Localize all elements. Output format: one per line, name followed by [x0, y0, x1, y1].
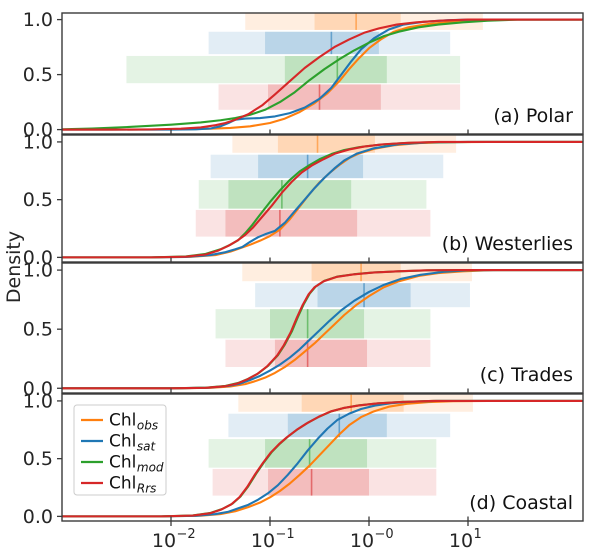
curve-Chl_Rrs [62, 399, 583, 518]
legend-label-sat: Chl [109, 432, 136, 452]
curve-Chl_sat [62, 140, 583, 259]
band-p5-p95-Chl_Rrs [195, 209, 431, 237]
legend-label-Rrs: Chl [109, 474, 136, 494]
band-p5-p95-Chl_Rrs [218, 84, 461, 110]
legend-label-obs: Chl [109, 411, 136, 431]
ytick-label-a: 1.0 [23, 9, 53, 31]
ytick-label-d: 1.0 [23, 390, 53, 412]
legend-box [73, 404, 167, 496]
band-p25-p75-Chl_mod [284, 55, 387, 84]
panel-label-a: (a) Polar [493, 105, 573, 127]
curve-Chl_Rrs [62, 269, 583, 390]
band-p25-p75-Chl_obs [314, 13, 401, 30]
band-p5-p95-Chl_sat [208, 31, 451, 55]
ytick-label-c: 0.5 [23, 319, 53, 341]
panel-c-frame [61, 262, 584, 394]
ytick-label-c: 0.0 [23, 378, 53, 400]
curve-Chl_Rrs [62, 140, 583, 259]
xtick-label: 10 [152, 530, 176, 552]
legend-label-sub-obs: obs [137, 419, 158, 433]
ytick-label-b: 0.5 [23, 189, 53, 211]
band-p25-p75-Chl_obs [301, 394, 404, 412]
xtick-label: 10 [350, 530, 374, 552]
panel-b-frame [61, 134, 584, 263]
ytick-label-c: 1.0 [23, 260, 53, 282]
ytick-label-d: 0.0 [23, 506, 53, 528]
ytick-label-b: 0.0 [23, 247, 53, 269]
band-p25-p75-Chl_obs [277, 135, 375, 153]
panel-d-frame [61, 393, 584, 522]
band-p5-p95-Chl_obs [232, 135, 457, 153]
panel-c-content [62, 263, 583, 390]
panel-a-frame [61, 12, 584, 135]
panel-c: 0.0 0.5 1.0 (c) Trades [23, 260, 584, 400]
xtick-exponent: 1 [474, 527, 482, 542]
band-p5-p95-Chl_mod [198, 180, 427, 209]
y-axis-label: Density [3, 231, 25, 303]
panel-label-b: (b) Westerlies [442, 233, 573, 255]
ytick-label-a: 0.5 [23, 64, 53, 86]
panel-label-c: (c) Trades [480, 364, 573, 386]
legend-label-sub-sat: sat [137, 440, 157, 454]
curve-Chl_Rrs [62, 18, 583, 131]
xtick-exponent: −1 [276, 527, 295, 542]
xtick-label-group: 10 1 [449, 527, 482, 552]
curve-Chl_obs [62, 399, 583, 518]
xtick-label: 10 [251, 530, 275, 552]
band-p25-p75-Chl_Rrs [268, 84, 381, 110]
ytick-label-d: 0.5 [23, 448, 53, 470]
panel-d-content [62, 394, 583, 518]
panel-a-content [62, 13, 583, 131]
band-p25-p75-Chl_Rrs [274, 339, 368, 367]
xtick-exponent: −2 [177, 527, 196, 542]
panel-a: 0.0 0.5 1.0 (a) Polar [23, 9, 584, 141]
legend-label-sub-mod: mod [137, 461, 164, 475]
xtick-label-group: 10 −1 [251, 527, 295, 552]
band-p25-p75-Chl_Rrs [268, 468, 369, 496]
band-p5-p95-Chl_sat [210, 154, 444, 179]
xtick-label-group: 10 −0 [350, 527, 394, 552]
legend-label-mod: Chl [109, 453, 136, 473]
xtick-label-group: 10 −2 [152, 527, 196, 552]
band-p25-p75-Chl_sat [265, 31, 379, 55]
band-p5-p95-Chl_obs [238, 394, 473, 412]
panel-b: 0.0 0.5 1.0 (b) Westerlies [23, 131, 584, 269]
legend-label-sub-Rrs: Rrs [137, 482, 157, 496]
panel-label-d: (d) Coastal [469, 492, 573, 514]
panel-b-content [62, 135, 583, 259]
ytick-label-a: 0.0 [23, 119, 53, 141]
curve-Chl_mod [62, 18, 583, 131]
xtick-exponent: −0 [375, 527, 394, 542]
panel-d: 0.0 0.5 1.0 (d) Coastal [23, 390, 584, 528]
band-p25-p75-Chl_mod [265, 439, 368, 468]
band-p5-p95-Chl_mod [215, 309, 431, 339]
band-p5-p95-Chl_Rrs [225, 339, 431, 367]
ytick-label-b: 1.0 [23, 131, 53, 153]
xtick-label: 10 [449, 530, 473, 552]
